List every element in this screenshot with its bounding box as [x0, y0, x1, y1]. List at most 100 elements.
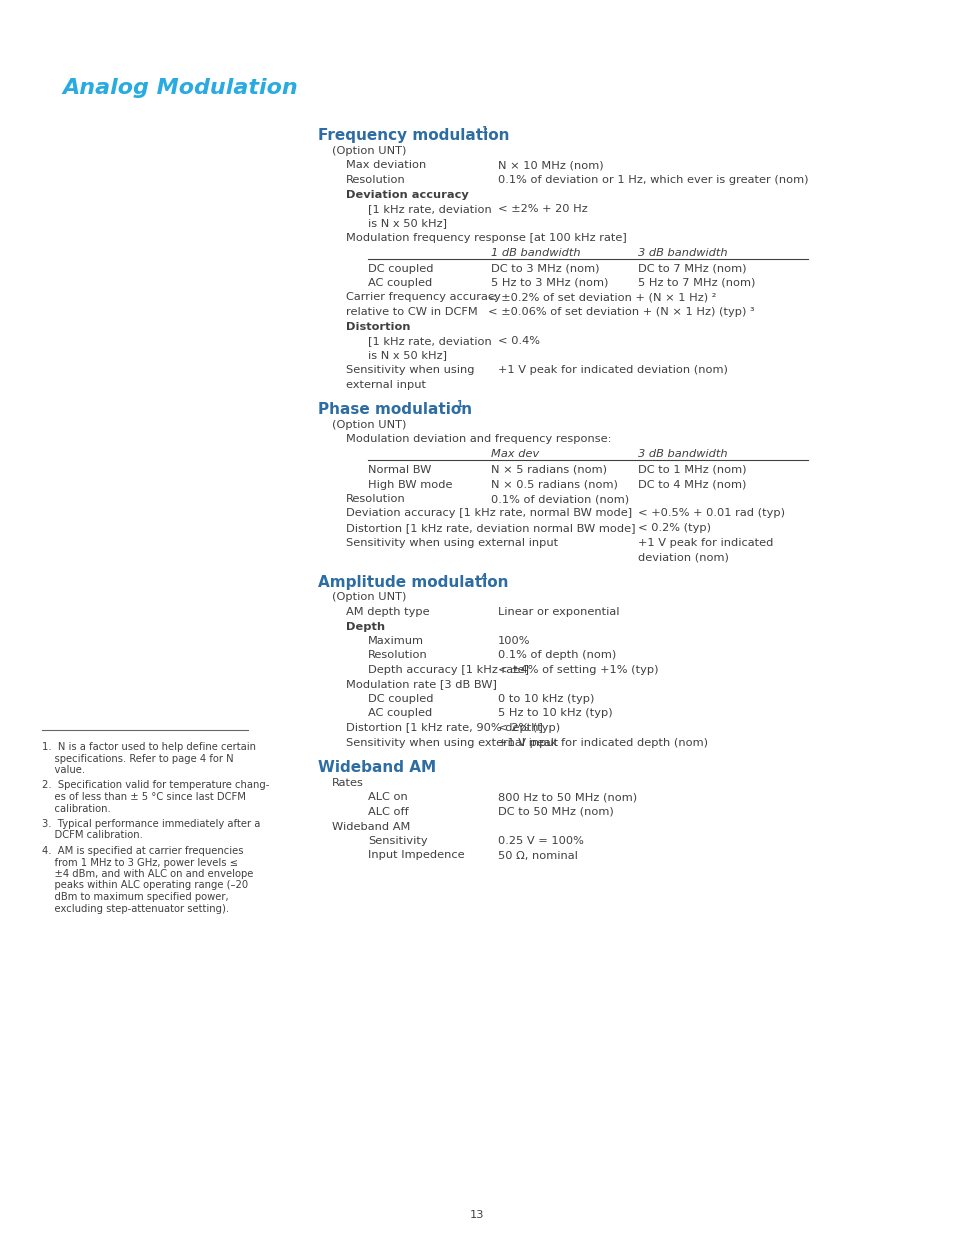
Text: excluding step-attenuator setting).: excluding step-attenuator setting). [42, 904, 229, 914]
Text: from 1 MHz to 3 GHz, power levels ≤: from 1 MHz to 3 GHz, power levels ≤ [42, 857, 237, 867]
Text: [1 kHz rate, deviation: [1 kHz rate, deviation [368, 204, 491, 214]
Text: Modulation rate [3 dB BW]: Modulation rate [3 dB BW] [346, 679, 497, 689]
Text: 3 dB bandwidth: 3 dB bandwidth [638, 450, 727, 459]
Text: AC coupled: AC coupled [368, 709, 432, 719]
Text: Frequency modulation: Frequency modulation [317, 128, 509, 143]
Text: Resolution: Resolution [346, 494, 405, 504]
Text: N × 5 radians (nom): N × 5 radians (nom) [491, 466, 606, 475]
Text: < ±0.2% of set deviation + (N × 1 Hz) ²: < ±0.2% of set deviation + (N × 1 Hz) ² [488, 293, 716, 303]
Text: 0.1% of depth (nom): 0.1% of depth (nom) [497, 651, 616, 661]
Text: peaks within ALC operating range (–20: peaks within ALC operating range (–20 [42, 881, 248, 890]
Text: 3 dB bandwidth: 3 dB bandwidth [638, 247, 727, 258]
Text: < ±2% + 20 Hz: < ±2% + 20 Hz [497, 204, 587, 214]
Text: High BW mode: High BW mode [368, 479, 452, 489]
Text: < 0.2% (typ): < 0.2% (typ) [638, 522, 710, 534]
Text: Linear or exponential: Linear or exponential [497, 606, 618, 618]
Text: Normal BW: Normal BW [368, 466, 431, 475]
Text: Depth accuracy [1 kHz rate]: Depth accuracy [1 kHz rate] [368, 664, 529, 676]
Text: es of less than ± 5 °C since last DCFM: es of less than ± 5 °C since last DCFM [42, 792, 246, 802]
Text: Wideband AM: Wideband AM [332, 821, 410, 831]
Text: 4.  AM is specified at carrier frequencies: 4. AM is specified at carrier frequencie… [42, 846, 243, 856]
Text: (Option UNT): (Option UNT) [332, 146, 406, 156]
Text: Deviation accuracy: Deviation accuracy [346, 189, 468, 200]
Text: relative to CW in DCFM: relative to CW in DCFM [346, 308, 477, 317]
Text: Sensitivity when using: Sensitivity when using [346, 366, 474, 375]
Text: Sensitivity: Sensitivity [368, 836, 427, 846]
Text: (Option UNT): (Option UNT) [332, 593, 406, 603]
Text: 0.1% of deviation (nom): 0.1% of deviation (nom) [491, 494, 628, 504]
Text: value.: value. [42, 764, 85, 776]
Text: ±4 dBm, and with ALC on and envelope: ±4 dBm, and with ALC on and envelope [42, 869, 253, 879]
Text: Resolution: Resolution [346, 175, 405, 185]
Text: 1: 1 [480, 126, 487, 135]
Text: AM depth type: AM depth type [346, 606, 429, 618]
Text: Distortion: Distortion [346, 321, 410, 331]
Text: < 2% (typ): < 2% (typ) [497, 722, 559, 734]
Text: DC to 3 MHz (nom): DC to 3 MHz (nom) [491, 263, 598, 273]
Text: Depth: Depth [346, 621, 385, 631]
Text: < +0.5% + 0.01 rad (typ): < +0.5% + 0.01 rad (typ) [638, 509, 784, 519]
Text: deviation (nom): deviation (nom) [638, 552, 728, 562]
Text: is N x 50 kHz]: is N x 50 kHz] [368, 351, 447, 361]
Text: Wideband AM: Wideband AM [317, 760, 436, 776]
Text: Deviation accuracy [1 kHz rate, normal BW mode]: Deviation accuracy [1 kHz rate, normal B… [346, 509, 632, 519]
Text: calibration.: calibration. [42, 804, 111, 814]
Text: < 0.4%: < 0.4% [497, 336, 539, 346]
Text: Analog Modulation: Analog Modulation [62, 78, 297, 98]
Text: 0.1% of deviation or 1 Hz, which ever is greater (nom): 0.1% of deviation or 1 Hz, which ever is… [497, 175, 807, 185]
Text: DCFM calibration.: DCFM calibration. [42, 830, 143, 841]
Text: 800 Hz to 50 MHz (nom): 800 Hz to 50 MHz (nom) [497, 793, 637, 803]
Text: DC coupled: DC coupled [368, 694, 433, 704]
Text: Distortion [1 kHz rate, deviation normal BW mode]: Distortion [1 kHz rate, deviation normal… [346, 522, 635, 534]
Text: 50 Ω, nominal: 50 Ω, nominal [497, 851, 578, 861]
Text: Max deviation: Max deviation [346, 161, 426, 170]
Text: Resolution: Resolution [368, 651, 427, 661]
Text: +1 V peak for indicated: +1 V peak for indicated [638, 537, 773, 547]
Text: Carrier frequency accuracy: Carrier frequency accuracy [346, 293, 500, 303]
Text: 5 Hz to 3 MHz (nom): 5 Hz to 3 MHz (nom) [491, 278, 608, 288]
Text: is N x 50 kHz]: is N x 50 kHz] [368, 219, 447, 228]
Text: ALC off: ALC off [368, 806, 408, 818]
Text: Sensitivity when using external input: Sensitivity when using external input [346, 737, 558, 747]
Text: 5 Hz to 10 kHz (typ): 5 Hz to 10 kHz (typ) [497, 709, 612, 719]
Text: dBm to maximum specified power,: dBm to maximum specified power, [42, 892, 229, 902]
Text: 4: 4 [480, 573, 487, 582]
Text: 13: 13 [469, 1210, 484, 1220]
Text: N × 0.5 radians (nom): N × 0.5 radians (nom) [491, 479, 618, 489]
Text: Sensitivity when using external input: Sensitivity when using external input [346, 537, 558, 547]
Text: < ±0.06% of set deviation + (N × 1 Hz) (typ) ³: < ±0.06% of set deviation + (N × 1 Hz) (… [488, 308, 754, 317]
Text: Distortion [1 kHz rate, 90% depth]: Distortion [1 kHz rate, 90% depth] [346, 722, 542, 734]
Text: 1.  N is a factor used to help define certain: 1. N is a factor used to help define cer… [42, 742, 255, 752]
Text: external input: external input [346, 379, 426, 389]
Text: AC coupled: AC coupled [368, 278, 432, 288]
Text: DC coupled: DC coupled [368, 263, 433, 273]
Text: < ±4% of setting +1% (typ): < ±4% of setting +1% (typ) [497, 664, 658, 676]
Text: Modulation deviation and frequency response:: Modulation deviation and frequency respo… [346, 435, 611, 445]
Text: 3.  Typical performance immediately after a: 3. Typical performance immediately after… [42, 819, 260, 829]
Text: Modulation frequency response [at 100 kHz rate]: Modulation frequency response [at 100 kH… [346, 233, 626, 243]
Text: Phase modulation: Phase modulation [317, 403, 472, 417]
Text: 1 dB bandwidth: 1 dB bandwidth [491, 247, 580, 258]
Text: Maximum: Maximum [368, 636, 423, 646]
Text: N × 10 MHz (nom): N × 10 MHz (nom) [497, 161, 603, 170]
Text: specifications. Refer to page 4 for N: specifications. Refer to page 4 for N [42, 753, 233, 763]
Text: ALC on: ALC on [368, 793, 407, 803]
Text: +1 V peak for indicated depth (nom): +1 V peak for indicated depth (nom) [497, 737, 707, 747]
Text: DC to 7 MHz (nom): DC to 7 MHz (nom) [638, 263, 745, 273]
Text: (Option UNT): (Option UNT) [332, 420, 406, 430]
Text: Amplitude modulation: Amplitude modulation [317, 574, 508, 589]
Text: 0 to 10 kHz (typ): 0 to 10 kHz (typ) [497, 694, 594, 704]
Text: Input Impedence: Input Impedence [368, 851, 464, 861]
Text: Max dev: Max dev [491, 450, 538, 459]
Text: DC to 4 MHz (nom): DC to 4 MHz (nom) [638, 479, 745, 489]
Text: 100%: 100% [497, 636, 530, 646]
Text: 5 Hz to 7 MHz (nom): 5 Hz to 7 MHz (nom) [638, 278, 755, 288]
Text: +1 V peak for indicated deviation (nom): +1 V peak for indicated deviation (nom) [497, 366, 727, 375]
Text: Rates: Rates [332, 778, 363, 788]
Text: 2.  Specification valid for temperature chang-: 2. Specification valid for temperature c… [42, 781, 269, 790]
Text: [1 kHz rate, deviation: [1 kHz rate, deviation [368, 336, 491, 346]
Text: 1: 1 [456, 400, 462, 409]
Text: DC to 50 MHz (nom): DC to 50 MHz (nom) [497, 806, 613, 818]
Text: DC to 1 MHz (nom): DC to 1 MHz (nom) [638, 466, 745, 475]
Text: 0.25 V = 100%: 0.25 V = 100% [497, 836, 583, 846]
